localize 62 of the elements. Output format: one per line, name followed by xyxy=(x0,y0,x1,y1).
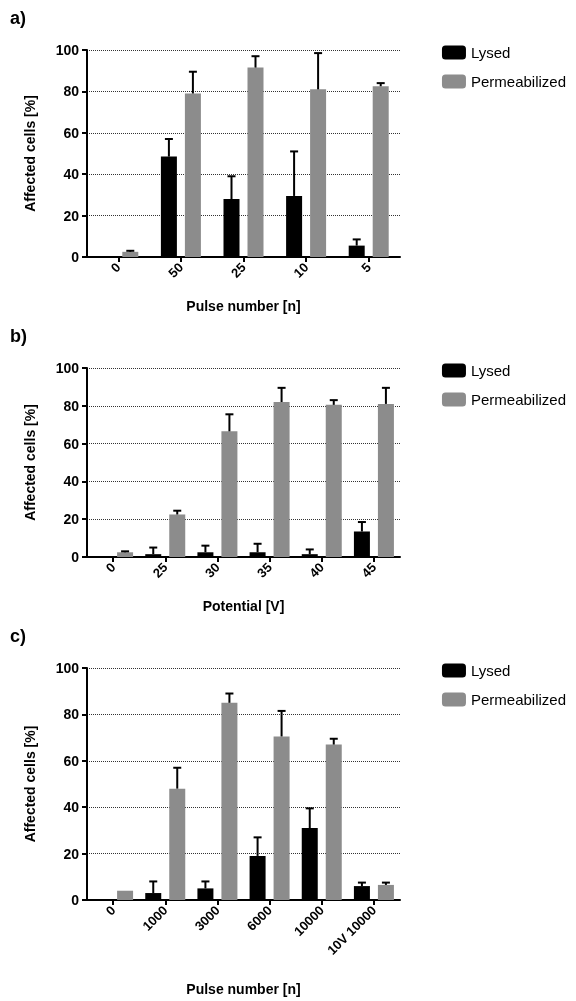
x-tick-label: 25 xyxy=(149,559,171,581)
bar xyxy=(122,251,139,257)
x-axis-title: Potential [V] xyxy=(202,598,285,614)
y-axis-title: Affected cells [%] xyxy=(22,95,38,212)
y-tick-label: 0 xyxy=(71,892,80,908)
legend-label: Lysed xyxy=(470,44,511,61)
y-tick-label: 100 xyxy=(55,360,80,376)
x-axis-title: Pulse number [n] xyxy=(186,981,301,997)
y-tick-label: 60 xyxy=(63,752,80,769)
y-tick-label: 20 xyxy=(63,511,80,528)
x-tick-label: 25 xyxy=(227,259,249,281)
y-tick-label: 40 xyxy=(63,799,80,816)
x-tick-label: 45 xyxy=(358,559,380,581)
y-axis-title: Affected cells [%] xyxy=(22,725,38,843)
bar xyxy=(325,744,342,900)
chart-title: a) xyxy=(10,8,27,28)
y-tick-label: 80 xyxy=(63,706,80,723)
y-tick-label: 80 xyxy=(63,397,80,414)
bar xyxy=(117,890,134,900)
legend-label: Permeabilized xyxy=(470,391,566,408)
x-tick-label: 0 xyxy=(102,559,119,576)
x-tick-label: 40 xyxy=(306,559,328,581)
bar xyxy=(325,404,342,557)
x-tick-label: 0 xyxy=(102,902,119,919)
bar xyxy=(377,884,394,900)
bar xyxy=(247,67,264,257)
y-tick-label: 0 xyxy=(71,549,80,565)
x-tick-label: 35 xyxy=(254,559,275,581)
bar xyxy=(117,552,134,557)
bar xyxy=(273,402,290,557)
bar xyxy=(184,93,201,257)
chart-title: c) xyxy=(10,626,27,646)
bar xyxy=(377,403,394,557)
legend-label: Lysed xyxy=(470,362,511,379)
legend-label: Permeabilized xyxy=(470,73,566,90)
y-axis-title: Affected cells [%] xyxy=(22,404,38,521)
bar xyxy=(310,89,327,257)
y-tick-label: 100 xyxy=(55,660,80,676)
x-tick-label: 50 xyxy=(165,259,187,281)
bar xyxy=(221,431,238,557)
chart-title: b) xyxy=(10,326,27,346)
y-tick-label: 40 xyxy=(63,166,80,183)
y-tick-label: 60 xyxy=(63,435,80,452)
legend-label: Lysed xyxy=(470,662,511,679)
y-tick-label: 20 xyxy=(63,207,80,224)
y-tick-label: 100 xyxy=(55,42,80,58)
bar xyxy=(273,736,290,900)
y-tick-label: 60 xyxy=(63,124,80,141)
x-tick-label: 30 xyxy=(201,559,223,581)
y-tick-label: 40 xyxy=(63,473,80,490)
x-axis-title: Pulse number [n] xyxy=(186,298,301,314)
y-tick-label: 80 xyxy=(63,83,80,100)
bar xyxy=(169,788,186,900)
x-tick-label: 5 xyxy=(358,259,374,276)
bar xyxy=(169,514,186,557)
bar xyxy=(372,86,389,257)
y-tick-label: 20 xyxy=(63,845,80,862)
x-tick-label: 10 xyxy=(290,259,312,281)
x-tick-label: 0 xyxy=(107,259,124,276)
legend-label: Permeabilized xyxy=(470,691,566,708)
y-tick-label: 0 xyxy=(71,249,80,265)
bar xyxy=(221,702,238,900)
